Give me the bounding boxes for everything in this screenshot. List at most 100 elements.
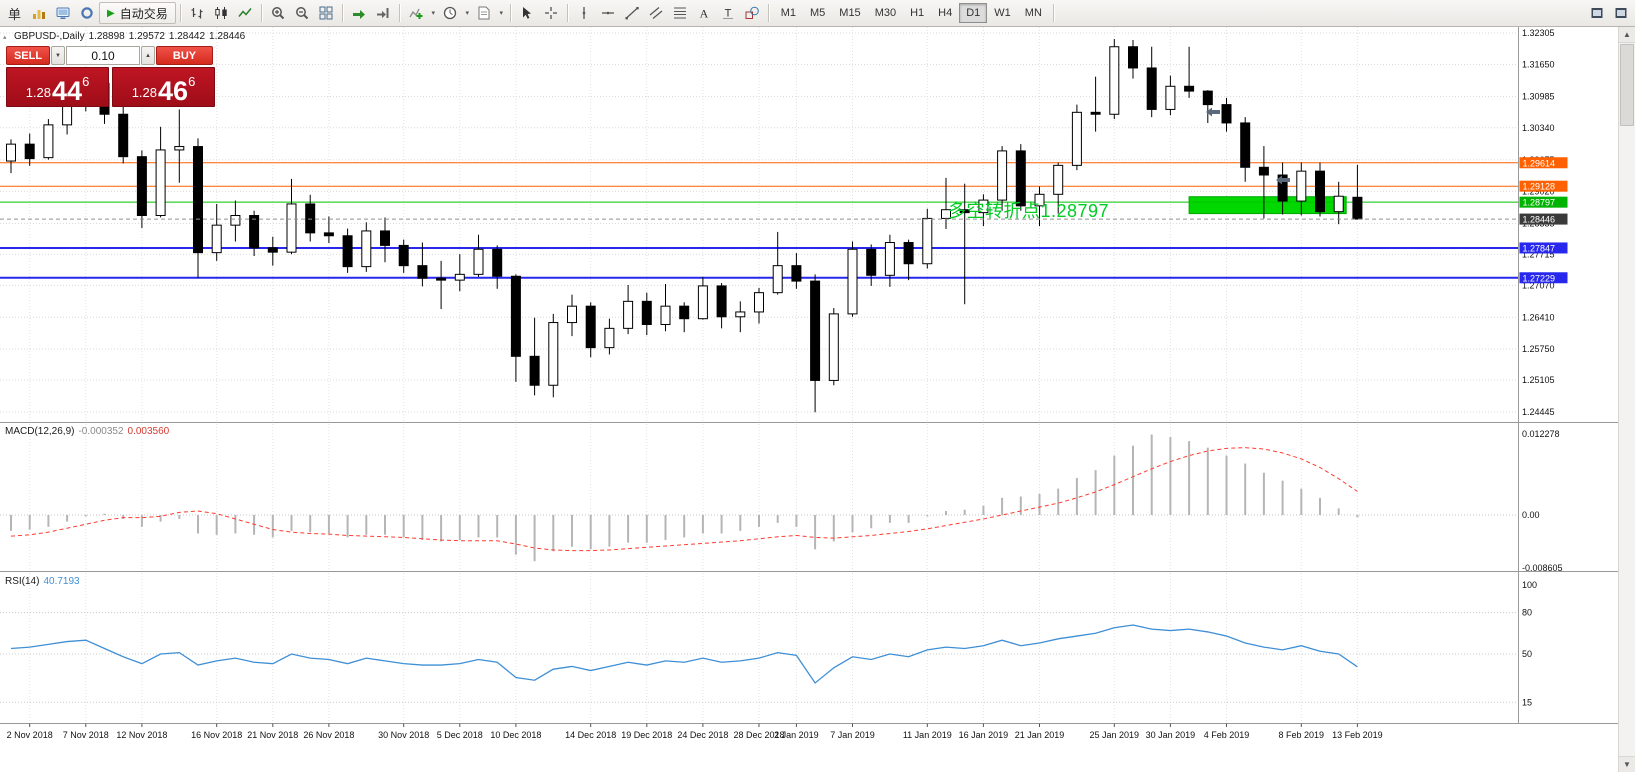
scroll-down-button[interactable]: ▼ [1619, 756, 1635, 772]
macd-indicator-label: MACD(12,26,9) -0.000352 0.003560 [5, 426, 169, 437]
svg-text:1.27847: 1.27847 [1523, 243, 1556, 253]
bar-chart-mode-icon[interactable] [186, 2, 209, 24]
chart-annotation-text[interactable]: 多空转折点1.28797 [948, 201, 1110, 221]
order-arrow-marker-1[interactable] [1206, 107, 1220, 117]
date-axis[interactable]: 2 Nov 2018 7 Nov 2018 12 Nov 2018 16 Nov 20… [7, 723, 1383, 741]
buy-button[interactable]: BUY [156, 46, 213, 65]
sell-price-display[interactable]: 1.28 44 6 [6, 67, 109, 107]
equidistant-channel-icon[interactable] [645, 2, 668, 24]
charts-icon[interactable] [27, 2, 50, 24]
vertical-scrollbar[interactable]: ▲ ▼ [1618, 27, 1635, 772]
rsi-value: 40.7193 [43, 576, 80, 587]
buy-price-prefix: 1.28 [131, 85, 158, 100]
svg-text:2 Nov 2018: 2 Nov 2018 [7, 730, 53, 740]
indicators-dropdown-caret-icon[interactable]: ▾ [431, 10, 435, 17]
low-value: 1.28442 [168, 31, 206, 42]
toolbar-separator [179, 4, 182, 22]
svg-text:1.25750: 1.25750 [1522, 344, 1555, 354]
toolbar-separator [566, 4, 569, 22]
panel-borders[interactable] [0, 27, 1618, 724]
svg-text:100: 100 [1522, 580, 1537, 590]
timeframe-d1[interactable]: D1 [959, 3, 988, 23]
green-rectangle-object[interactable] [1188, 196, 1347, 215]
symbol-period-label: GBPUSD-,Daily [14, 31, 85, 42]
timeframe-h4[interactable]: H4 [938, 7, 953, 19]
toolbar-separator [341, 4, 344, 22]
navigator-icon[interactable] [75, 2, 98, 24]
window-icon-2[interactable] [1609, 2, 1632, 24]
candlestick-mode-icon[interactable] [210, 2, 233, 24]
svg-text:-0.008605: -0.008605 [1522, 563, 1563, 573]
cursor-icon[interactable] [516, 2, 539, 24]
chart-shift-icon[interactable] [372, 2, 395, 24]
timeframe-m15[interactable]: M15 [839, 7, 861, 19]
svg-text:24 Dec 2018: 24 Dec 2018 [677, 730, 728, 740]
window-icon-1[interactable] [1585, 2, 1608, 24]
text-label-icon[interactable]: T [717, 2, 740, 24]
svg-text:A: A [700, 7, 709, 21]
chart-canvas[interactable]: 1.323051.316501.309851.303401.296751.290… [0, 27, 1618, 772]
scroll-up-button[interactable]: ▲ [1619, 27, 1635, 43]
svg-text:7 Jan 2019: 7 Jan 2019 [830, 730, 875, 740]
one-click-trading-panel: SELL ▼ 0.10 ▲ BUY 1.28 44 6 1.28 46 6 [6, 46, 215, 107]
line-chart-mode-icon[interactable] [234, 2, 257, 24]
svg-text:0.012278: 0.012278 [1522, 429, 1560, 439]
timeframe-m5[interactable]: M5 [810, 7, 826, 19]
svg-text:1.31650: 1.31650 [1522, 60, 1555, 70]
sell-button[interactable]: SELL [6, 46, 50, 65]
svg-text:15: 15 [1522, 697, 1532, 707]
market-watch-icon[interactable] [51, 2, 74, 24]
buy-price-display[interactable]: 1.28 46 6 [112, 67, 215, 107]
high-value: 1.29572 [128, 31, 165, 42]
scrollbar-thumb[interactable] [1620, 44, 1634, 126]
zoom-out-icon[interactable] [291, 2, 314, 24]
sell-options-dropdown[interactable]: ▼ [51, 46, 65, 65]
macd-main-value: -0.000352 [78, 426, 124, 437]
periods-icon[interactable] [439, 2, 462, 24]
templates-dropdown-caret-icon[interactable]: ▾ [499, 10, 503, 17]
toolbar-separator [398, 4, 401, 22]
timeframe-m1[interactable]: M1 [780, 7, 796, 19]
panel-collapse-icon[interactable]: ▴ [3, 34, 7, 41]
fibonacci-icon[interactable] [669, 2, 692, 24]
new-order-icon[interactable]: 单 [7, 6, 21, 22]
chart-window[interactable]: 1.323051.316501.309851.303401.296751.290… [0, 27, 1618, 772]
svg-text:2 Jan 2019: 2 Jan 2019 [774, 730, 819, 740]
zoom-in-icon[interactable] [267, 2, 290, 24]
svg-text:1.25105: 1.25105 [1522, 375, 1555, 385]
price-axis[interactable]: 1.323051.316501.309851.303401.296751.290… [1519, 28, 1568, 707]
svg-text:1.28446: 1.28446 [1523, 215, 1556, 225]
periods-dropdown-caret-icon[interactable]: ▾ [465, 10, 469, 17]
tile-windows-icon[interactable] [315, 2, 338, 24]
open-value: 1.28898 [88, 31, 125, 42]
shapes-icon[interactable] [741, 2, 764, 24]
timeframe-group: M1 M5 M15 M30 H1 H4 D1 W1 MN [774, 3, 1049, 23]
svg-text:21 Nov 2018: 21 Nov 2018 [247, 730, 298, 740]
autotrading-button[interactable]: ▶ 自动交易 [99, 2, 176, 24]
horizontal-line-icon[interactable] [597, 2, 620, 24]
vertical-line-icon[interactable] [573, 2, 596, 24]
svg-text:50: 50 [1522, 649, 1532, 659]
timeframe-h1[interactable]: H1 [910, 7, 925, 19]
toolbar: 单 ▶ 自动交易 ▾ ▾ ▾ A T M1 M5 M15 M30 H1 H4 D1 W1 MN [0, 0, 1635, 27]
svg-text:1.26410: 1.26410 [1522, 312, 1555, 322]
timeframe-mn[interactable]: MN [1024, 7, 1042, 19]
timeframe-m30[interactable]: M30 [874, 7, 897, 19]
svg-text:80: 80 [1522, 608, 1532, 618]
buy-price-pip: 6 [188, 74, 196, 89]
lot-size-input[interactable]: 0.10 [66, 46, 140, 65]
svg-text:8 Feb 2019: 8 Feb 2019 [1279, 730, 1325, 740]
svg-text:1.29128: 1.29128 [1523, 182, 1556, 192]
lot-increase-button[interactable]: ▲ [141, 46, 155, 65]
text-icon[interactable]: A [693, 2, 716, 24]
macd-layer [10, 434, 1359, 562]
buy-price-main: 46 [158, 76, 189, 106]
svg-text:7 Nov 2018: 7 Nov 2018 [63, 730, 109, 740]
order-arrow-marker-2[interactable] [1276, 175, 1290, 185]
indicators-icon[interactable] [405, 2, 428, 24]
crosshair-icon[interactable] [540, 2, 563, 24]
templates-icon[interactable] [473, 2, 496, 24]
auto-scroll-icon[interactable] [348, 2, 371, 24]
timeframe-w1[interactable]: W1 [994, 7, 1011, 19]
trendline-icon[interactable] [621, 2, 644, 24]
